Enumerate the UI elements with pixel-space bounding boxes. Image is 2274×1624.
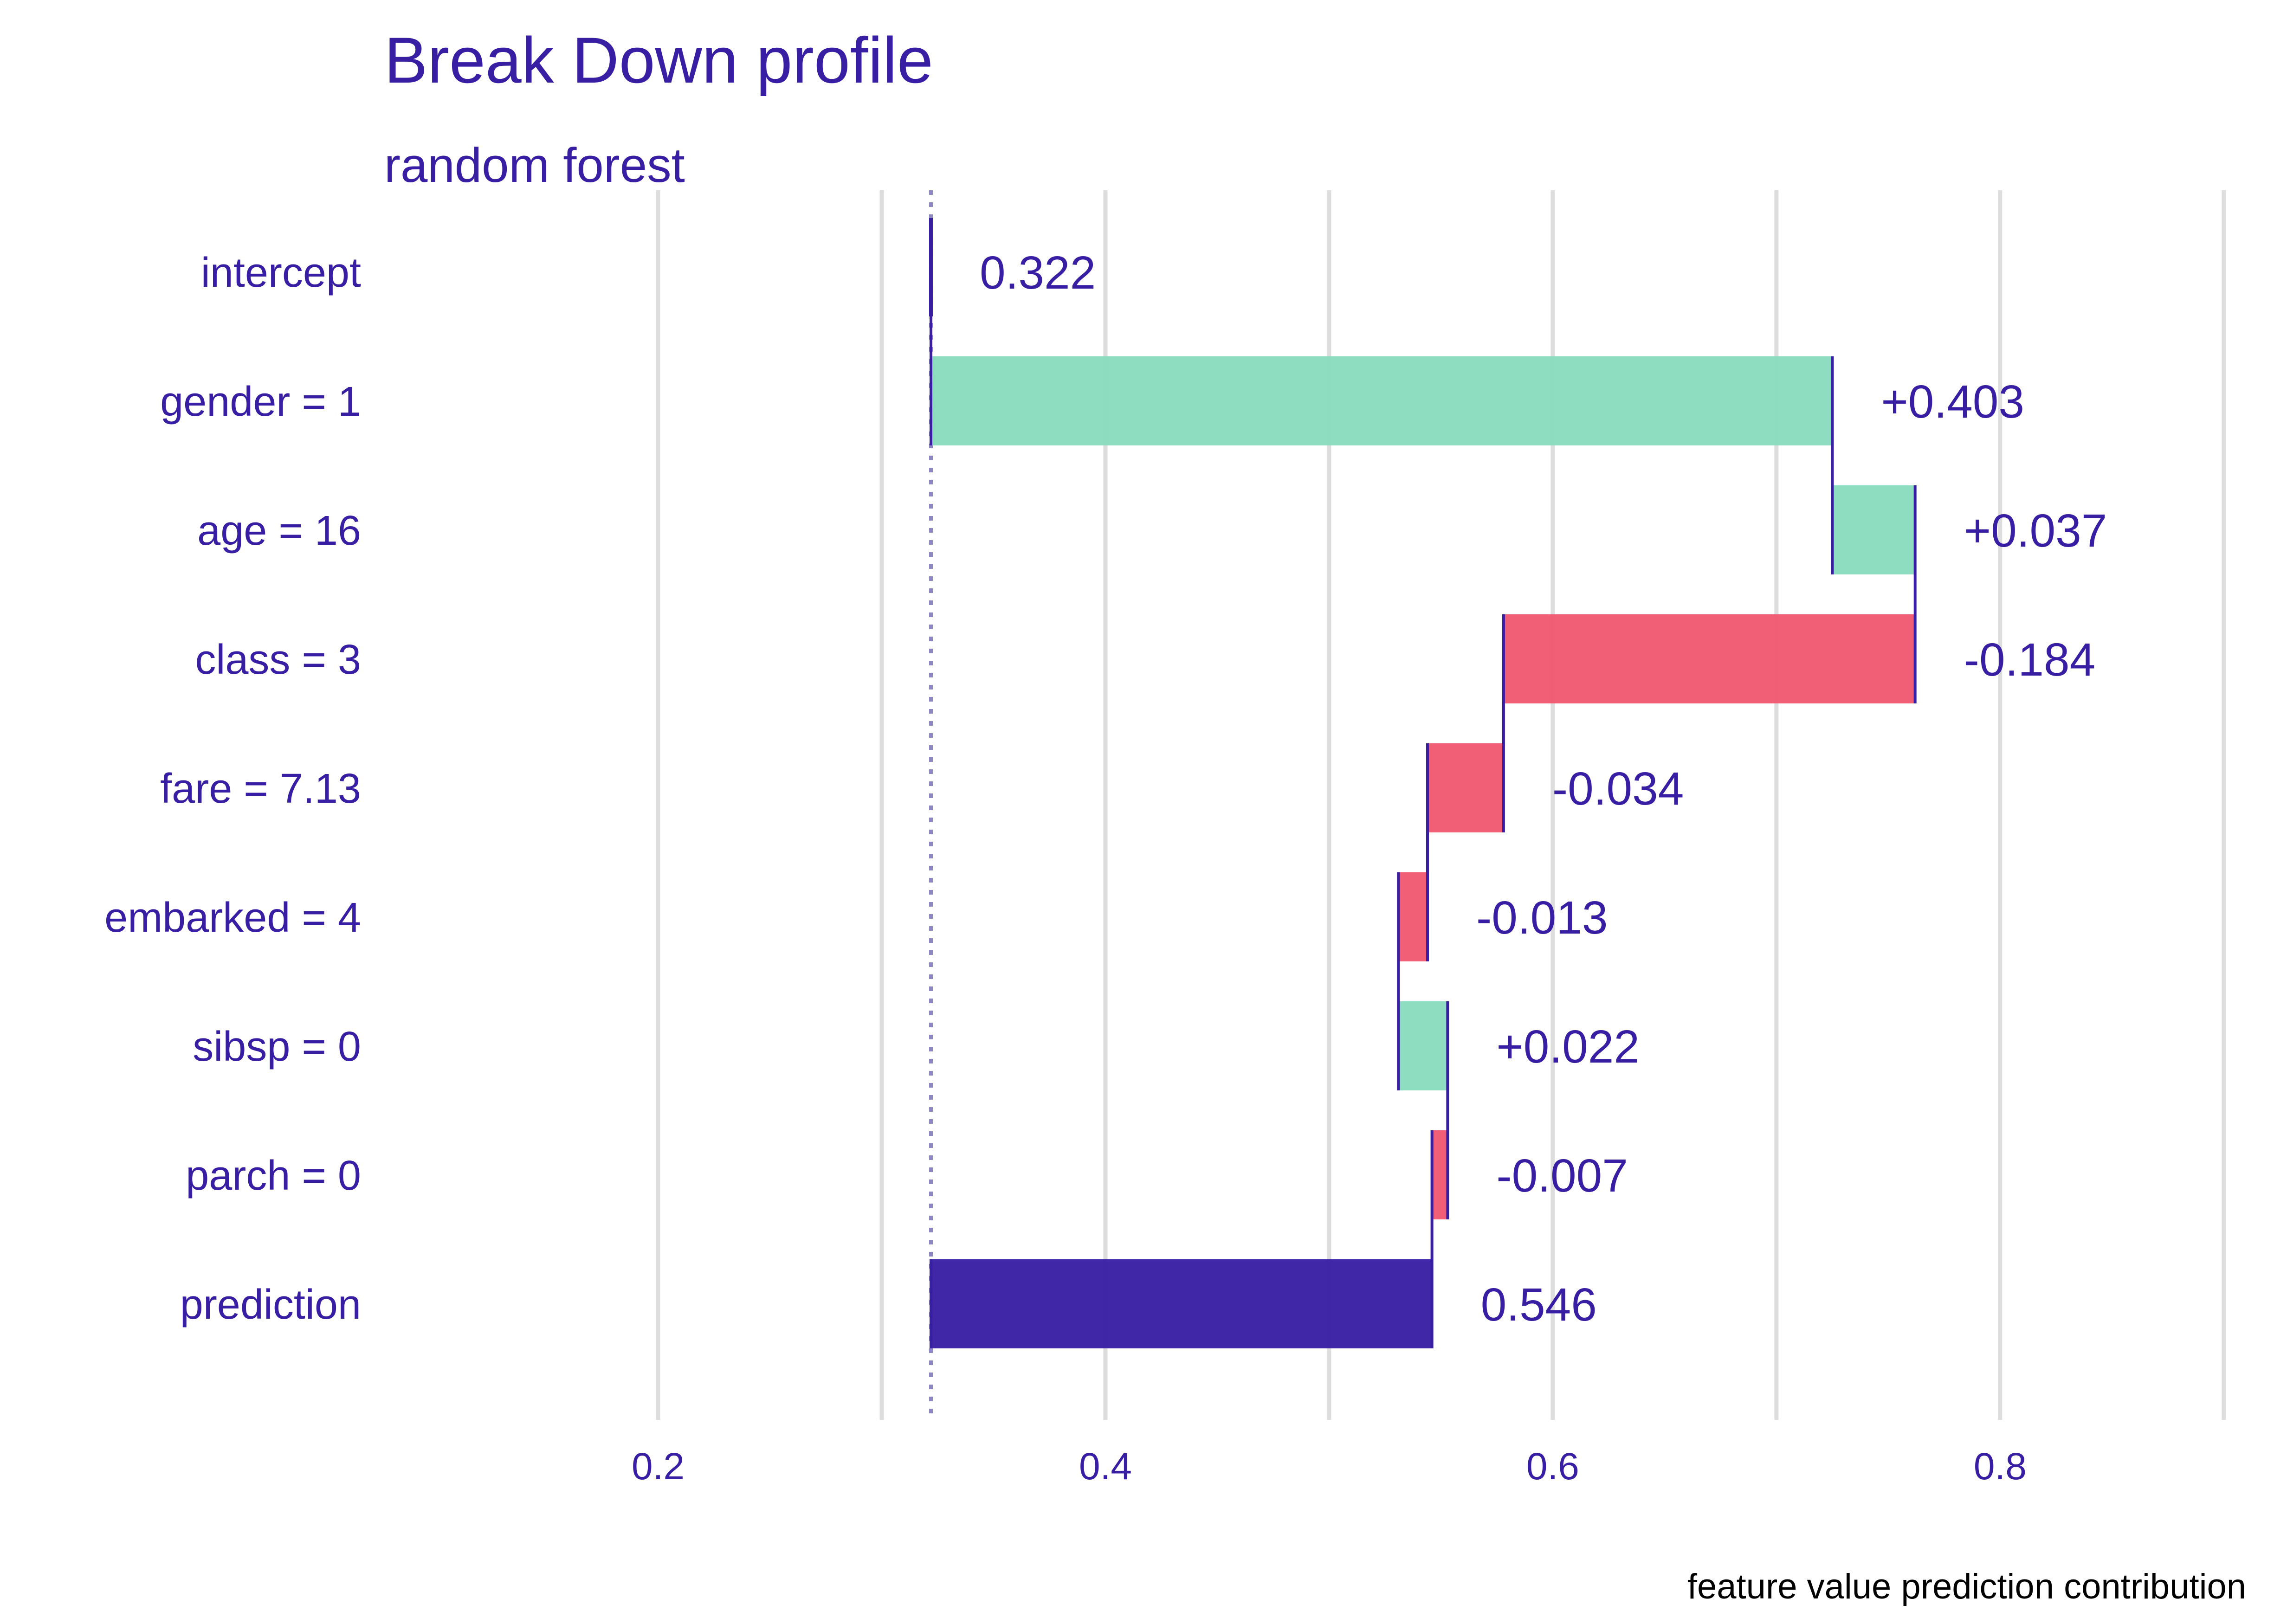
value-label: -0.034 (1552, 763, 1684, 815)
category-label: embarked = 4 (104, 895, 361, 941)
value-label: -0.007 (1496, 1150, 1628, 1202)
bars-group (929, 218, 1917, 1348)
value-labels: 0.322 +0.403 +0.037 -0.184 -0.034 -0.013 +0.02… (980, 247, 2107, 1331)
x-tick-label: 0.6 (1526, 1445, 1579, 1488)
x-tick-label: 0.4 (1079, 1445, 1132, 1488)
category-label: intercept (201, 250, 361, 296)
x-tick-labels: 0.2 0.4 0.6 0.8 (632, 1445, 2027, 1488)
bar-8 (931, 1259, 1432, 1348)
category-label: sibsp = 0 (193, 1024, 361, 1070)
value-label: 0.546 (1481, 1279, 1597, 1331)
value-label: -0.013 (1476, 892, 1608, 944)
bar-2 (1832, 485, 1915, 574)
bar-3 (1503, 614, 1915, 703)
value-label: +0.037 (1964, 505, 2107, 557)
value-label: +0.403 (1881, 376, 2024, 428)
value-label: 0.322 (980, 247, 1096, 299)
bar-1 (931, 356, 1833, 445)
value-label: -0.184 (1964, 634, 2096, 686)
value-label: +0.022 (1496, 1021, 1640, 1073)
bar-7 (1432, 1130, 1448, 1219)
category-label: parch = 0 (186, 1153, 361, 1199)
category-label: class = 3 (195, 637, 361, 683)
x-tick-label: 0.2 (632, 1445, 685, 1488)
bar-4 (1427, 743, 1504, 832)
category-label: age = 16 (197, 508, 361, 554)
category-label: gender = 1 (160, 379, 361, 425)
category-labels: intercept gender = 1 age = 16 class = 3 fare… (104, 250, 361, 1328)
category-label: prediction (180, 1282, 361, 1328)
chart-subtitle: random forest (384, 138, 685, 193)
chart-caption: feature value prediction contribution (1687, 1567, 2246, 1606)
category-label: fare = 7.13 (160, 766, 361, 812)
chart-title: Break Down profile (384, 24, 933, 97)
bar-6 (1398, 1001, 1448, 1090)
x-tick-label: 0.8 (1974, 1445, 2027, 1488)
bar-5 (1398, 872, 1428, 961)
